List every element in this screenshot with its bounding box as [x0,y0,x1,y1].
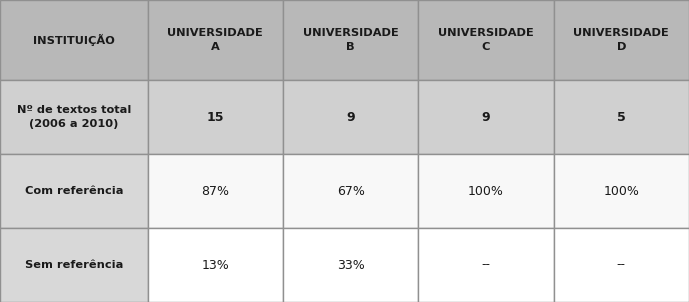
Bar [554,80,689,154]
Text: UNIVERSIDADE
D: UNIVERSIDADE D [573,28,669,52]
Bar [418,80,554,154]
Text: 15: 15 [207,111,224,124]
Text: Nº de textos total
(2006 a 2010): Nº de textos total (2006 a 2010) [17,105,131,129]
Bar [418,154,554,228]
Bar [147,154,283,228]
Bar [147,0,283,80]
Text: UNIVERSIDADE
B: UNIVERSIDADE B [302,28,398,52]
Text: 9: 9 [347,111,355,124]
Bar [418,228,554,302]
Text: Com referência: Com referência [25,186,123,196]
Text: UNIVERSIDADE
A: UNIVERSIDADE A [167,28,263,52]
Bar [0,80,147,154]
Bar [0,0,147,80]
Text: 67%: 67% [337,185,364,198]
Bar [147,228,283,302]
Bar [554,228,689,302]
Bar [283,0,418,80]
Bar [418,0,554,80]
Text: 100%: 100% [604,185,639,198]
Text: Sem referência: Sem referência [25,260,123,270]
Bar [554,154,689,228]
Bar [283,80,418,154]
Bar [283,154,418,228]
Text: 5: 5 [617,111,626,124]
Text: 13%: 13% [201,259,229,271]
Bar [554,0,689,80]
Text: 87%: 87% [201,185,229,198]
Bar [283,228,418,302]
Text: 9: 9 [482,111,491,124]
Text: 100%: 100% [468,185,504,198]
Bar [147,80,283,154]
Bar [0,228,147,302]
Bar [0,154,147,228]
Text: UNIVERSIDADE
C: UNIVERSIDADE C [438,28,534,52]
Text: --: -- [482,259,491,271]
Text: INSTITUIÇÃO: INSTITUIÇÃO [33,34,115,46]
Text: 33%: 33% [337,259,364,271]
Text: --: -- [617,259,626,271]
